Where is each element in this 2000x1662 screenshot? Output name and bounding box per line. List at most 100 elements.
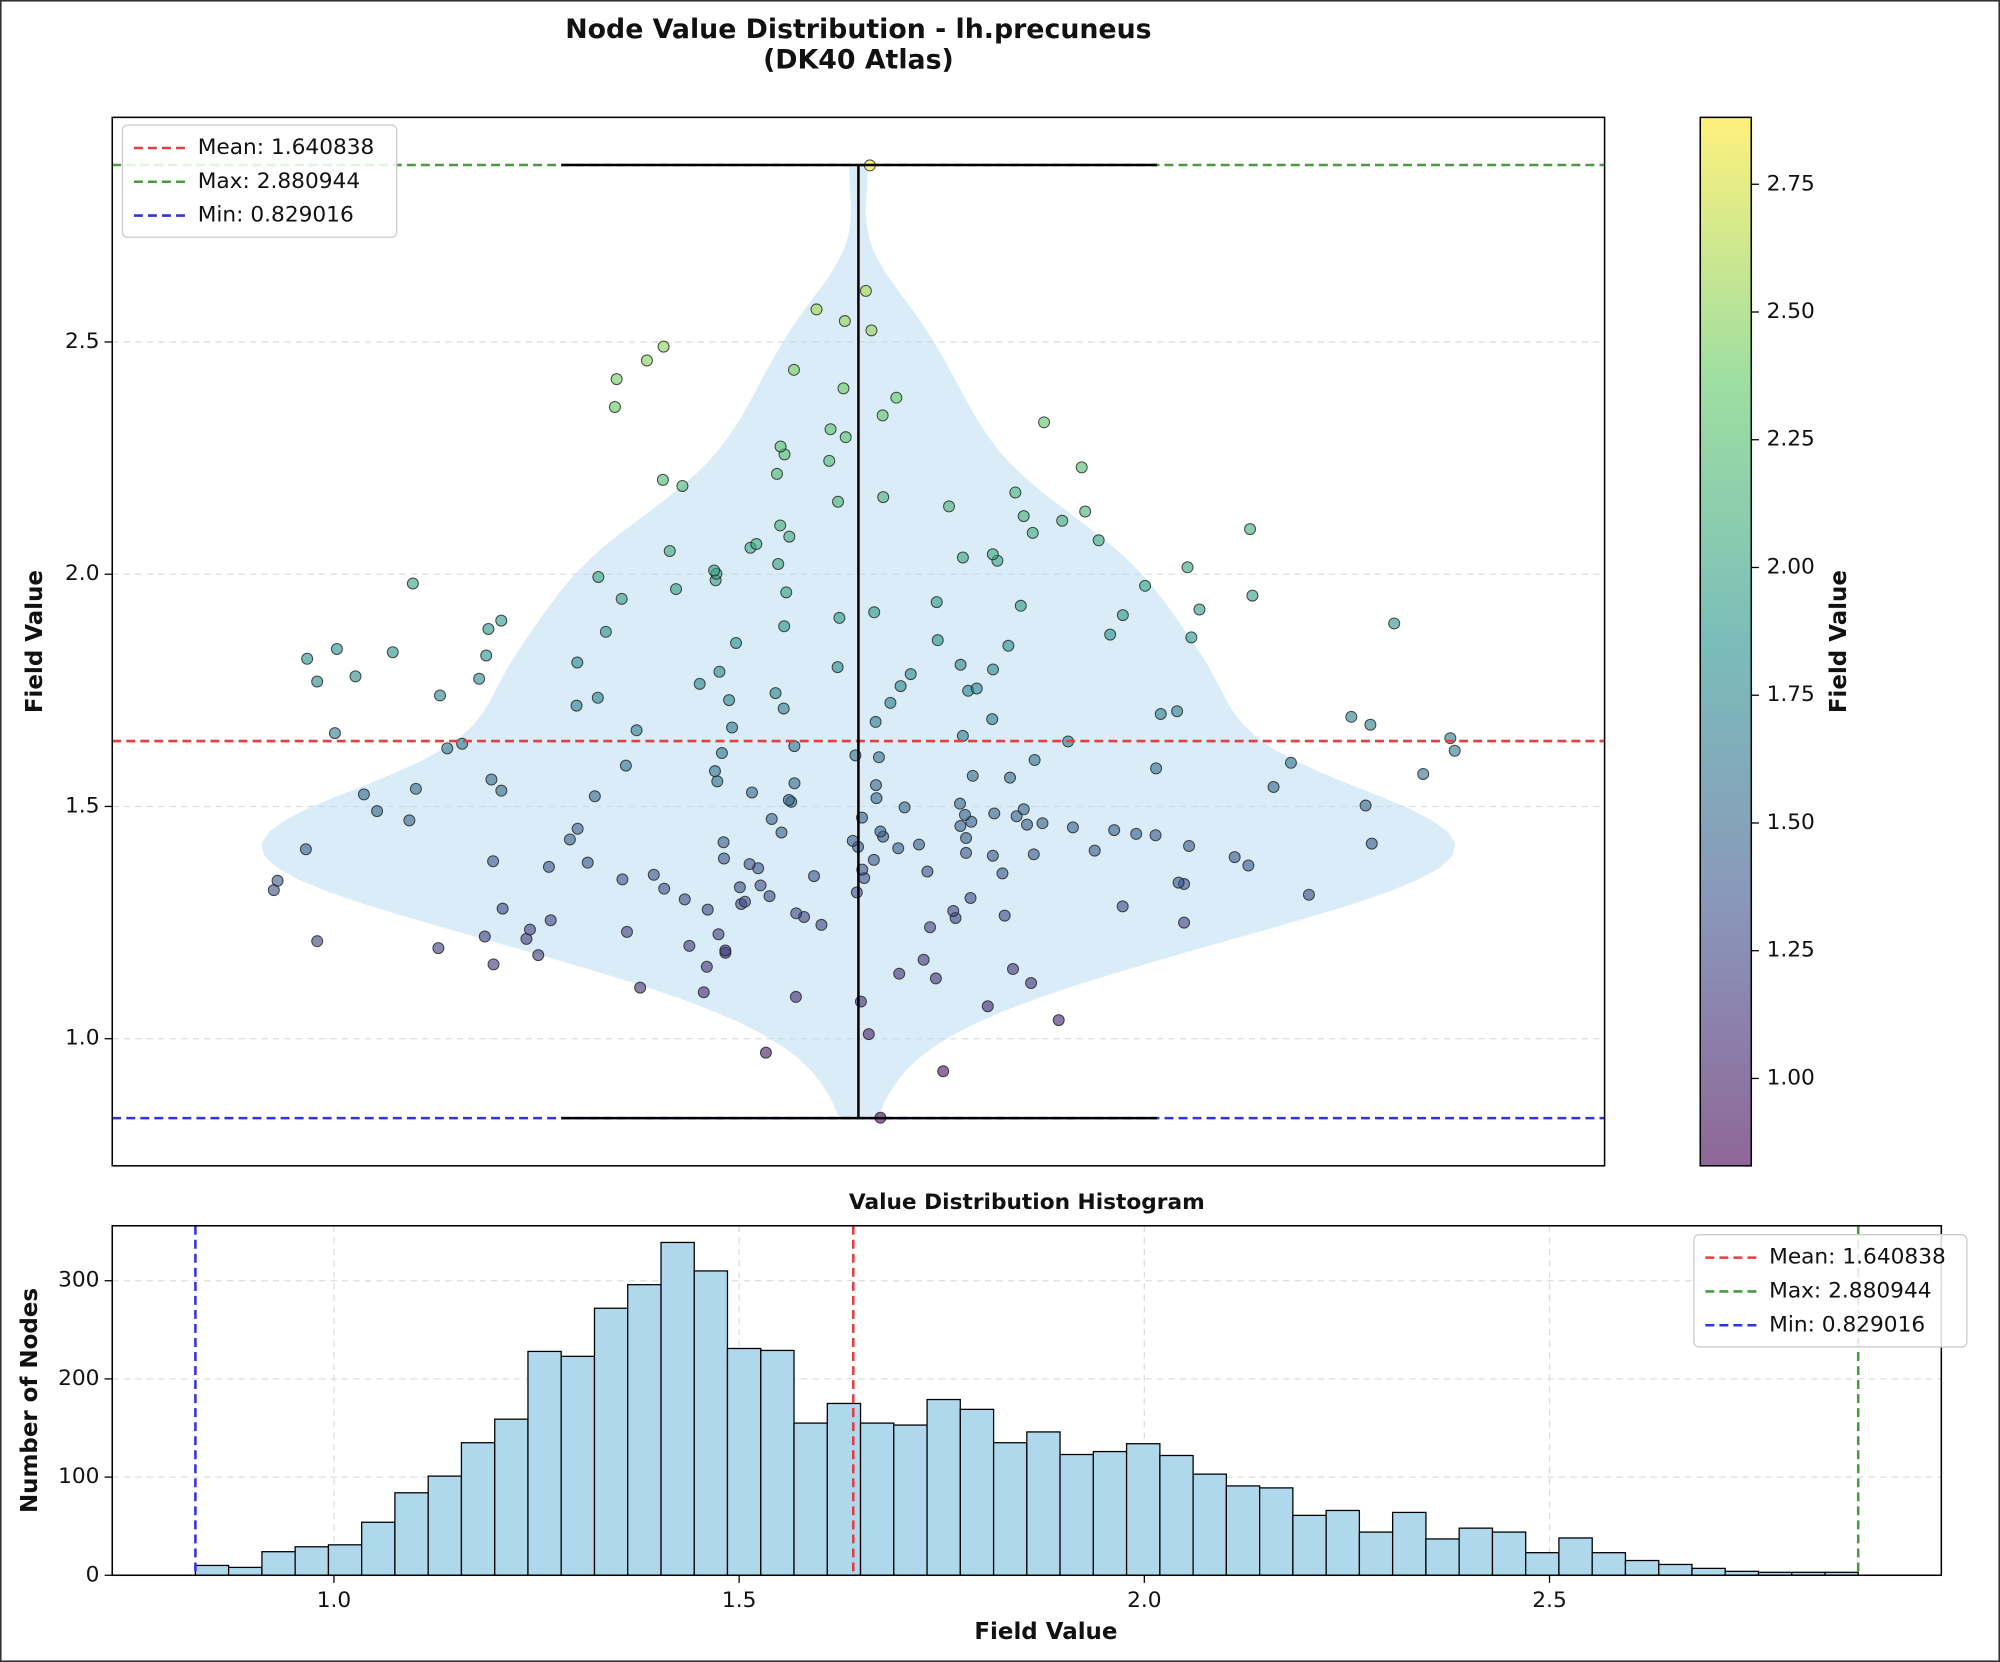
data-point: [723, 694, 736, 707]
data-point: [620, 925, 633, 938]
data-point: [726, 721, 739, 734]
data-point: [846, 834, 859, 847]
bar: [427, 1475, 463, 1576]
data-point: [1417, 767, 1430, 780]
data-point: [874, 825, 887, 838]
data-point: [1108, 824, 1121, 837]
data-point: [715, 747, 728, 760]
data-point: [780, 586, 793, 599]
data-point: [571, 656, 584, 669]
bar: [361, 1521, 396, 1576]
y-tick-label: 100: [58, 1464, 99, 1489]
data-point: [832, 495, 845, 508]
data-point: [619, 759, 632, 772]
data-point: [956, 551, 969, 564]
data-point: [958, 808, 971, 821]
data-point: [658, 882, 671, 895]
colorbar-tick-label: 2.00: [1767, 554, 1815, 579]
data-point: [788, 777, 801, 790]
data-point: [870, 792, 883, 805]
data-point: [608, 400, 621, 413]
x-tick-label: 2.0: [1127, 1588, 1161, 1613]
bar: [660, 1241, 695, 1576]
data-point: [1246, 589, 1259, 602]
bar: [1491, 1531, 1527, 1576]
data-point: [640, 354, 653, 367]
data-point: [482, 623, 495, 636]
bar: [859, 1422, 895, 1576]
data-point: [700, 960, 713, 973]
data-point: [1365, 837, 1378, 850]
data-point: [496, 902, 509, 915]
bar: [1658, 1563, 1693, 1576]
data-point: [913, 838, 925, 851]
data-point: [869, 779, 882, 792]
data-point: [616, 873, 629, 886]
data-point: [770, 467, 783, 480]
data-point: [733, 881, 746, 894]
data-point: [778, 620, 791, 633]
data-point: [1052, 1014, 1065, 1027]
data-point: [1028, 754, 1041, 767]
data-point: [956, 729, 969, 742]
data-point: [838, 315, 851, 328]
data-point: [824, 423, 837, 436]
bar: [560, 1355, 596, 1576]
data-point: [859, 284, 872, 297]
legend-label: Max: 2.880944: [198, 169, 360, 194]
data-point: [1004, 771, 1017, 784]
data-point: [839, 431, 852, 444]
data-point: [774, 519, 787, 532]
colorbar-tick-label: 1.75: [1767, 682, 1815, 707]
data-point: [480, 649, 493, 662]
data-point: [647, 868, 660, 881]
bar: [1259, 1487, 1294, 1576]
data-point: [1139, 579, 1152, 592]
data-point: [271, 874, 284, 887]
data-point: [1036, 817, 1049, 830]
data-point: [892, 842, 905, 855]
data-point: [775, 826, 788, 839]
data-point: [815, 918, 828, 931]
data-point: [634, 981, 647, 994]
data-point: [349, 670, 362, 683]
data-point: [563, 833, 576, 846]
bar: [693, 1270, 729, 1576]
data-point: [777, 702, 790, 715]
data-point: [708, 765, 721, 778]
data-point: [810, 303, 823, 316]
bar: [959, 1408, 995, 1576]
bar: [460, 1442, 496, 1576]
data-point: [697, 986, 710, 999]
y-tick-label: 0: [86, 1562, 100, 1587]
bar: [194, 1564, 230, 1576]
data-point: [1302, 888, 1315, 901]
data-point: [478, 930, 491, 943]
data-point: [434, 689, 447, 702]
x-axis-label: Field Value: [974, 1619, 1117, 1645]
bar: [227, 1566, 263, 1576]
bar: [1026, 1431, 1061, 1576]
data-point: [1007, 963, 1019, 976]
data-point: [986, 548, 999, 561]
bar: [893, 1424, 928, 1576]
data-point: [1284, 756, 1297, 769]
data-point: [1154, 708, 1167, 721]
legend-label: Mean: 1.640838: [1769, 1245, 1946, 1270]
data-point: [701, 903, 714, 916]
data-point: [1228, 851, 1241, 864]
data-point: [1171, 705, 1184, 718]
bar: [1624, 1559, 1660, 1576]
y-tick-label: 1.0: [65, 1026, 99, 1051]
data-point: [1193, 603, 1206, 616]
bar: [261, 1551, 296, 1576]
data-point: [943, 500, 956, 513]
data-point: [869, 715, 882, 728]
data-point: [1009, 486, 1022, 499]
data-point: [931, 634, 944, 647]
data-point: [330, 643, 343, 655]
data-point: [1185, 631, 1198, 644]
data-point: [719, 944, 732, 957]
data-point: [386, 646, 399, 659]
